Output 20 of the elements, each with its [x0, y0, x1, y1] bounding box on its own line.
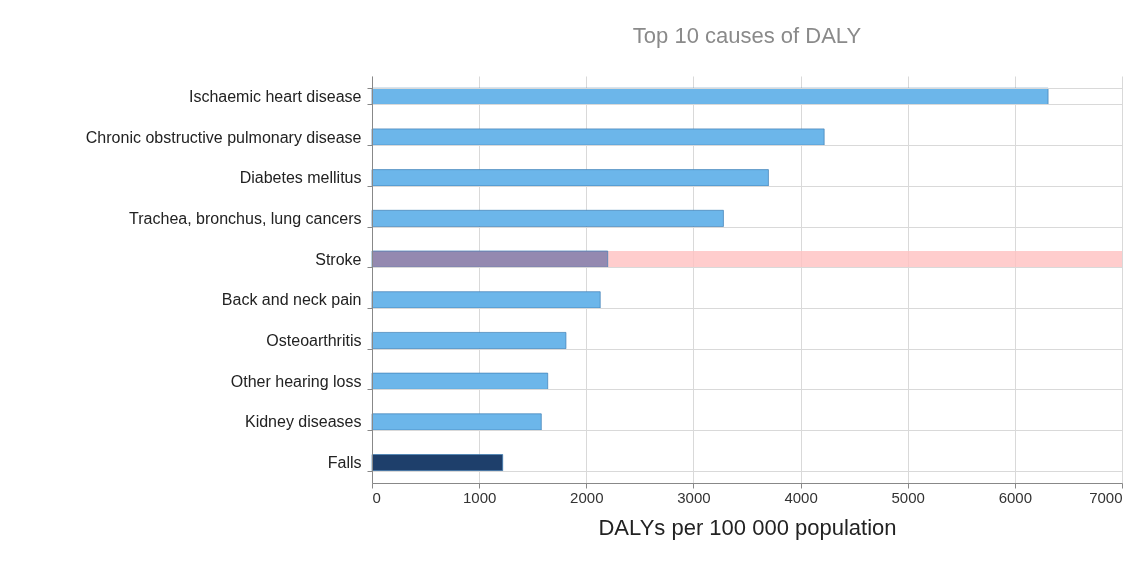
y-tick-label: Kidney diseases: [244, 413, 362, 431]
y-tick-label: Osteoarthritis: [266, 332, 362, 350]
x-axis-title: DALYs per 100 000 population: [598, 514, 897, 540]
x-tick-label: 0: [372, 488, 381, 506]
y-tick-label: Other hearing loss: [230, 372, 362, 390]
x-tick-label: 1000: [462, 488, 497, 506]
y-tick-label: Stroke: [315, 250, 362, 268]
y-tick-label: Falls: [327, 454, 362, 472]
x-tick-label: 6000: [998, 488, 1033, 506]
y-tick-label: Back and neck pain: [221, 291, 362, 309]
chart-title: Top 10 causes of DALY: [632, 23, 862, 48]
x-tick-label: 2000: [570, 488, 604, 506]
y-tick-label: Diabetes mellitus: [239, 169, 362, 187]
y-tick-label: Chronic obstructive pulmonary disease: [85, 128, 362, 146]
y-tick-label: Ischaemic heart disease: [188, 87, 362, 105]
x-tick-label: 5000: [891, 488, 925, 506]
x-tick-label: 4000: [784, 488, 818, 506]
y-tick-label: Trachea, bronchus, lung cancers: [129, 209, 362, 227]
x-tick-label: 7000: [1089, 488, 1123, 506]
x-tick-label: 3000: [677, 488, 711, 506]
